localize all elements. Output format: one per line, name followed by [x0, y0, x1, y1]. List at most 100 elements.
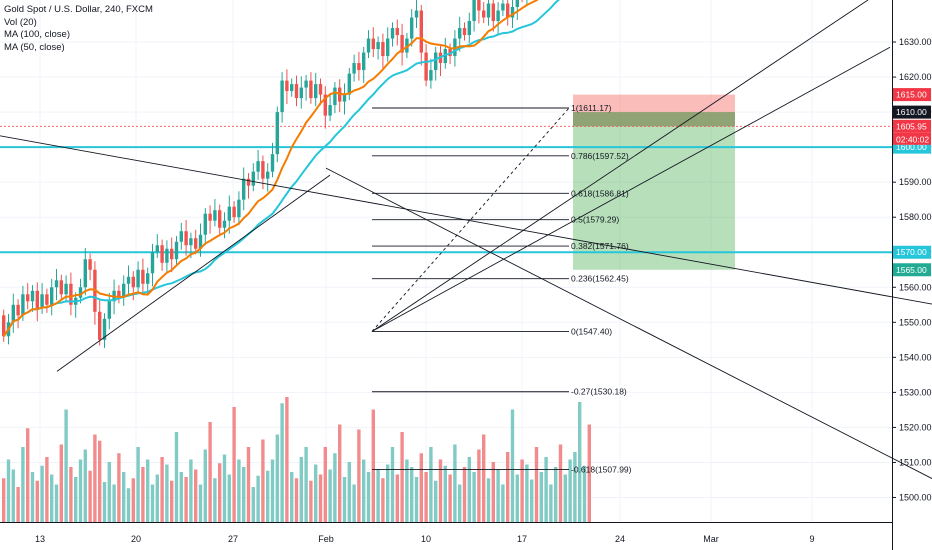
volume-bar [582, 465, 587, 522]
candle-body [405, 38, 409, 53]
candle-body [189, 238, 193, 246]
candle-body [371, 38, 375, 50]
price-tick-label: 1590.00 [899, 177, 932, 187]
candle-body [141, 269, 145, 284]
candle-body [323, 94, 327, 116]
volume-bar [290, 472, 294, 522]
candle-body [429, 70, 433, 81]
volume-bar [198, 484, 203, 522]
volume-bar [131, 478, 135, 522]
candle-body [462, 28, 467, 36]
volume-bar [318, 474, 323, 522]
candle-body [410, 17, 414, 39]
candle-body [294, 84, 299, 99]
volume-bar [539, 472, 543, 522]
candle-body [386, 38, 390, 57]
volume-bar [491, 462, 495, 522]
volume-bar [189, 459, 193, 522]
volume-bar [213, 478, 217, 522]
candle-body [78, 287, 83, 298]
candle-body [501, 3, 505, 11]
candle-body [419, 10, 423, 53]
volume-bar [299, 457, 303, 522]
price-tag-label: 1600.00 [896, 142, 927, 152]
volume-bar [390, 447, 395, 522]
indicator-ma50[interactable]: MA (50, close) [4, 41, 65, 53]
trendlines [0, 0, 932, 479]
candle-body [136, 269, 140, 288]
chart-legend: Gold Spot / U.S. Dollar, 240, FXCM Vol (… [4, 4, 153, 54]
candle-body [88, 259, 92, 270]
price-tick-label: 1510.00 [899, 457, 932, 467]
time-tick-label: 9 [809, 534, 814, 544]
candle-body [26, 294, 30, 302]
price-tag-box [893, 88, 931, 102]
volume-bar [323, 447, 327, 522]
candle-body [472, 0, 476, 22]
candle-body [347, 73, 351, 95]
chart-title: Gold Spot / U.S. Dollar, 240, FXCM [4, 4, 153, 15]
candle-body [395, 28, 399, 36]
price-tag-label: 1565.00 [896, 265, 927, 275]
volume-bar [146, 459, 150, 522]
candle-body [376, 42, 380, 50]
take-profit-zone [573, 126, 735, 270]
price-tag-label: 1615.00 [896, 90, 927, 100]
price-tag-box [893, 119, 931, 133]
candle-body [314, 84, 318, 99]
volume-bar [352, 484, 356, 522]
fib-level-label: 0.786(1597.52) [571, 151, 629, 161]
candle-body [381, 42, 385, 57]
candle-body [482, 10, 486, 18]
volume-bar [472, 472, 476, 522]
volume-bar [462, 467, 467, 522]
volume-bar [50, 474, 54, 522]
volume-bar [35, 480, 39, 522]
volume-bar [174, 432, 179, 522]
volume-bar [458, 484, 462, 522]
volume-bar [424, 472, 428, 522]
ma-100-line [2, 0, 560, 337]
time-tick-label: 13 [35, 534, 45, 544]
volume-bar [338, 424, 342, 522]
volume-bar [501, 484, 505, 522]
candle-body [184, 231, 188, 246]
volume-bar [203, 449, 207, 522]
candle-body [227, 206, 231, 221]
fib-level-label: 0.382(1571.76) [571, 241, 629, 251]
volume-bar [438, 459, 443, 522]
trendline [371, 46, 891, 332]
volume-bar [573, 452, 577, 522]
candle-body [251, 171, 255, 186]
volume-bar [194, 469, 198, 522]
volume-bar [357, 429, 361, 522]
volume-bar [525, 464, 529, 522]
candle-body [2, 315, 6, 337]
candle-body [107, 301, 111, 319]
volume-bar [544, 457, 548, 522]
candle-body [270, 154, 275, 172]
indicator-ma100[interactable]: MA (100, close) [4, 29, 70, 40]
price-tick-label: 1550.00 [899, 317, 932, 327]
trendline [325, 167, 932, 479]
fib-level-label: 0.618(1586.81) [571, 188, 629, 198]
fib-level-label: -0.27(1530.18) [571, 387, 627, 397]
volume-bar [26, 428, 30, 522]
candle-body [117, 290, 121, 298]
volume-bar [395, 474, 399, 522]
ma-50-line [2, 0, 539, 337]
volume-bar [328, 469, 332, 522]
volume-bar [251, 487, 255, 522]
candle-body [35, 290, 39, 309]
volume-bar [482, 434, 486, 522]
volume-bar [434, 480, 438, 522]
candle-body [400, 35, 404, 53]
candle-body [328, 105, 332, 116]
indicator-volume[interactable]: Vol (20) [4, 16, 37, 28]
time-tick-label: 24 [615, 534, 625, 544]
candle-body [218, 210, 222, 228]
candle-body [170, 248, 174, 260]
volume-bar [69, 467, 73, 522]
price-tag-box [893, 245, 931, 259]
